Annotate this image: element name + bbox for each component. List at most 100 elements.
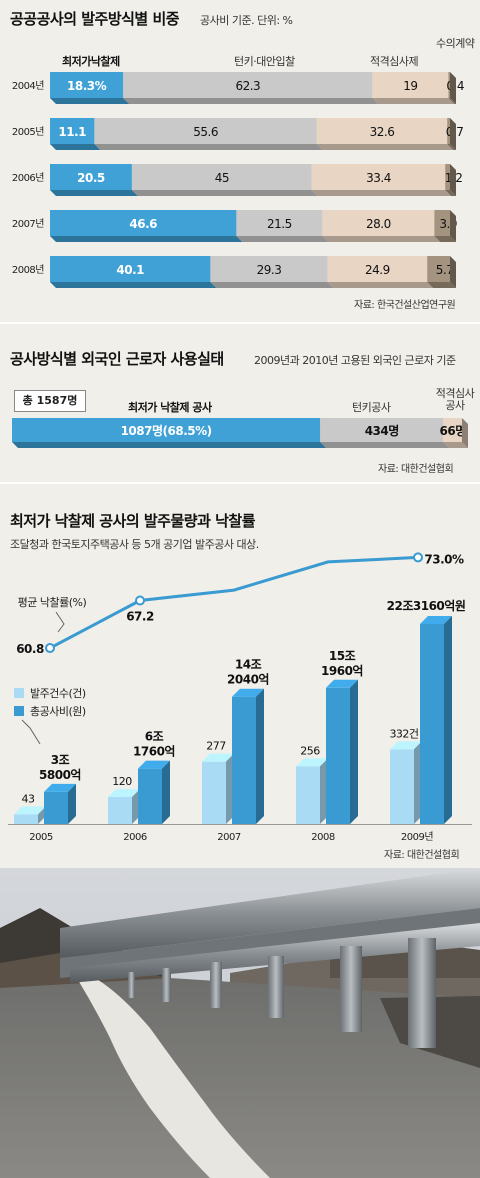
chart1-value-label: 21.5: [267, 217, 292, 231]
chart1-bar-segment-depth: [427, 282, 456, 288]
chart3-count-bar: [202, 761, 226, 824]
chart3-cost-bar: [138, 768, 162, 824]
chart2-bar-segment: [12, 418, 321, 442]
chart1-bar-segment: [434, 210, 450, 236]
chart3-cost-bar-side: [350, 679, 358, 824]
chart2-subtitle: 2009년과 2010년 고용된 외국인 근로자 기준: [254, 354, 456, 367]
chart2-bar-segment-depth: [12, 442, 327, 448]
chart3-rate-point: [413, 552, 423, 563]
chart1-value-label: 19: [403, 79, 417, 93]
chart3-cost-label: 22조3160억원: [387, 599, 466, 613]
chart2-bar-segment-depth: [443, 442, 468, 448]
guardrail-lower: [70, 923, 480, 983]
chart3-rate-point: [45, 643, 55, 654]
chart3-cost-label: 5800억: [39, 768, 81, 782]
chart1-source: 자료: 한국건설산업연구원: [354, 300, 456, 311]
chart1-bar-segment-depth: [372, 98, 455, 104]
chart3-subtitle: 조달청과 한국토지주택공사 등 5개 공기업 발주공사 대상.: [10, 538, 259, 551]
chart3-line-legend-leader: [55, 611, 65, 633]
chart1-bar-segment: [372, 72, 449, 98]
chart3-cost-bar-top: [138, 760, 170, 769]
chart3-line-legend: 평균 낙찰률(%): [18, 596, 87, 609]
chart3-year-label: 2009년: [401, 831, 433, 843]
chart3-legend-swatch-count: [14, 688, 24, 698]
chart1-legend-turnkey: 턴키·대안입찰: [234, 55, 295, 68]
chart2-label-lowest-bid: 최저가 낙찰제 공사: [128, 401, 212, 414]
chart3-count-label: 43: [22, 792, 35, 805]
chart1-bar-segment-depth: [210, 282, 334, 288]
chart1-value-label: 18.3%: [67, 79, 107, 93]
photo-illustration: [0, 868, 480, 1178]
chart3-cost-label: 15조: [329, 649, 356, 663]
chart1-bar-segment-depth: [50, 190, 138, 196]
chart1-year-label: 2008년: [12, 264, 44, 276]
chart1-year-label: 2007년: [12, 218, 44, 230]
chart1-bar-side: [450, 72, 456, 104]
chart3-count-bar: [14, 814, 38, 824]
chart3-count-bar-top: [390, 741, 422, 750]
chart3-cost-bar-side: [444, 616, 452, 824]
chart1-bar-segment: [448, 72, 450, 98]
chart3-cost-bar-side: [162, 760, 170, 824]
chart1-bar-segment: [50, 72, 124, 98]
chart2-bar-segment: [443, 418, 462, 442]
guardrail-road-photo: [0, 868, 480, 1178]
chart1-value-label: 46.6: [129, 217, 157, 231]
chart1-bar-segment: [210, 256, 328, 282]
chart3-cost-label: 1760억: [133, 745, 175, 759]
chart3-cost-bar-side: [256, 688, 264, 824]
chart2-bar-side: [462, 418, 468, 448]
chart3-legend-cost: 총공사비(원): [30, 705, 86, 718]
chart1-year-label: 2006년: [12, 172, 44, 184]
chart2-value-label: 66명: [440, 424, 466, 438]
section-divider: [0, 482, 480, 484]
chart1-value-label: 28.0: [366, 217, 391, 231]
chart1-bar-segment: [447, 118, 450, 144]
chart-orders-and-bid-rate: 최저가 낙찰제 공사의 발주물량과 낙찰률 조달청과 한국토지주택공사 등 5개…: [0, 482, 480, 868]
chart3-cost-bar: [44, 791, 68, 824]
chart2-source: 자료: 대한건설협회: [378, 464, 454, 475]
chart2-title: 공사방식별 외국인 근로자 사용실태: [10, 350, 224, 368]
chart1-value-label: 24.9: [365, 263, 390, 277]
chart1-value-label: 45: [215, 171, 229, 185]
chart1-value-label: 29.3: [257, 263, 282, 277]
chart1-plot: 2004년18.3%62.3190.42005년11.155.632.60.72…: [12, 72, 464, 288]
chart2-bar-segment-depth: [320, 442, 450, 448]
chart1-bar-segment: [427, 256, 450, 282]
chart2-total-box: 총 1587명: [14, 390, 86, 412]
chart1-bar-side: [450, 256, 456, 288]
chart1-value-label: 5.7: [436, 263, 454, 277]
chart1-bar-segment-depth: [50, 144, 101, 150]
chart3-count-bar: [108, 797, 132, 824]
chart1-bar-segment-depth: [236, 236, 329, 242]
chart1-bar-segment: [94, 118, 317, 144]
chart1-year-label: 2005년: [12, 126, 44, 138]
chart1-year-label: 2004년: [12, 80, 44, 92]
chart3-cost-bar: [326, 687, 350, 824]
chart1-bar-segment: [236, 210, 323, 236]
chart1-legend-qualification: 적격심사제: [370, 55, 419, 68]
chart3-count-bar-top: [296, 758, 328, 767]
chart3-rate-label: 67.2: [126, 610, 154, 624]
chart1-bar-segment-depth: [123, 98, 379, 104]
chart1-bar-segment: [131, 164, 312, 190]
chart-foreign-workers: 공사방식별 외국인 근로자 사용실태 2009년과 2010년 고용된 외국인 …: [0, 322, 480, 482]
chart1-bar-side: [450, 164, 456, 196]
chart1-legend-lowest-bid: 최저가낙찰제: [62, 55, 120, 68]
chart1-bar-segment: [50, 256, 211, 282]
chart3-legend-swatch-cost: [14, 706, 24, 716]
chart3-cost-bar-top: [420, 616, 452, 624]
chart1-value-label: 11.1: [58, 125, 86, 139]
chart3-year-label: 2005: [29, 832, 53, 843]
chart1-bar-segment-depth: [445, 190, 456, 196]
chart1-bar-segment-depth: [131, 190, 318, 196]
chart1-bar-side: [450, 118, 456, 150]
chart2-label-qualification: 적격심사 공사: [432, 388, 478, 412]
chart1-bar-segment-depth: [311, 190, 452, 196]
chart3-count-bar: [390, 749, 414, 824]
chart3-count-label: 277: [206, 740, 226, 753]
chart1-bar-side: [450, 210, 456, 242]
chart1-subtitle: 공사비 기준. 단위: %: [200, 14, 293, 27]
guardrail-post: [340, 946, 362, 1032]
chart1-bar-segment: [50, 118, 95, 144]
